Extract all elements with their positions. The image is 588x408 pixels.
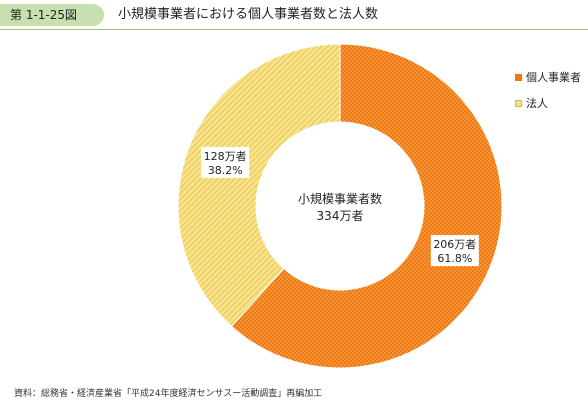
legend-label-individual: 個人事業者 [526,71,581,84]
figure-number: 第 1-1-25図 [0,4,104,26]
header-divider [0,29,588,30]
figure-header: 第 1-1-25図 小規模事業者における個人事業者数と法人数 [0,0,588,30]
slice-corporation [177,43,341,328]
slice-label-bg-corporation [201,146,250,178]
slice-label-bg-individual [430,235,479,267]
legend-swatch-individual [515,73,522,81]
legend-label-corporation: 法人 [526,97,548,110]
legend: 個人事業者 法人 [515,70,581,122]
source-note: 資料：総務省・経済産業省「平成24年度経済センサスー活動調査」再編加工 [14,389,323,399]
figure-title: 小規模事業者における個人事業者数と法人数 [118,7,379,22]
slice-percent-label-individual: 61.8% [437,252,472,265]
center-value: 334万者 [317,209,364,223]
slice-percent-label-corporation: 38.2% [208,164,243,177]
slice-value-label-corporation: 128万者 [204,150,247,163]
legend-item-corporation: 法人 [515,96,581,110]
legend-swatch-corporation [515,99,522,107]
legend-item-individual: 個人事業者 [515,70,581,84]
slice-value-label-individual: 206万者 [433,238,476,251]
center-label: 小規模事業者数 [298,191,382,206]
slice-individual [230,43,503,369]
